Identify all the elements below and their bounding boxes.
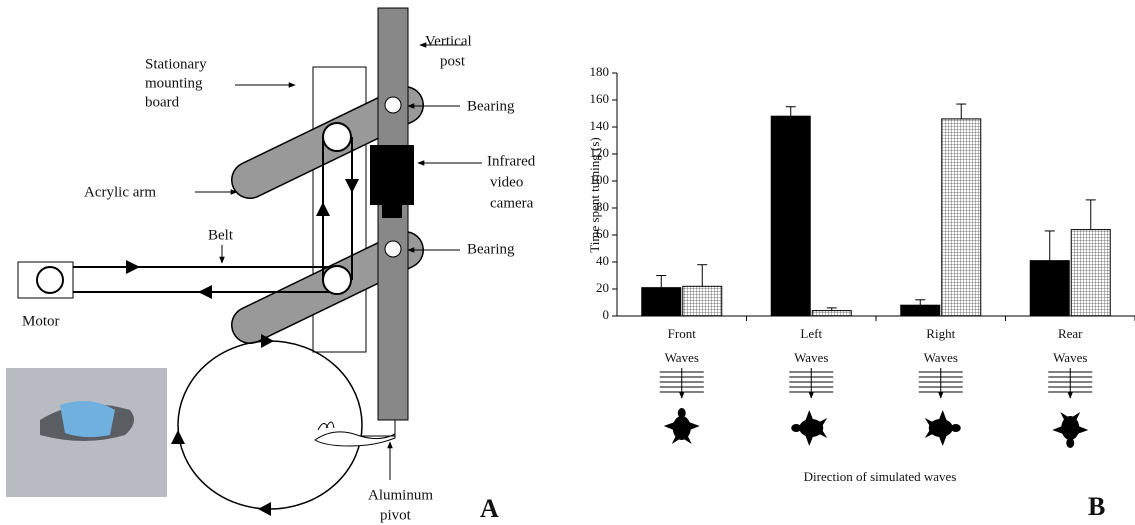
camera — [370, 145, 414, 205]
label: mounting — [145, 75, 203, 91]
pulley — [323, 266, 351, 294]
label: pivot — [380, 507, 412, 523]
x-tick-label: Front — [668, 326, 697, 341]
turtle-part — [1066, 438, 1074, 448]
bar — [901, 305, 940, 316]
y-tick-label: 40 — [596, 253, 609, 268]
y-tick-label: 160 — [590, 91, 610, 106]
y-tick-label: 80 — [596, 199, 609, 214]
label: Infrared — [487, 153, 536, 169]
turtle-icon — [1052, 412, 1088, 448]
x-tick-label: Left — [800, 326, 822, 341]
turtle-icon — [925, 410, 961, 446]
bar — [812, 311, 851, 316]
turtle-part — [799, 419, 823, 437]
turtle-part — [929, 419, 953, 437]
motor-pulley — [37, 267, 63, 293]
bar — [1030, 261, 1069, 316]
turtle-part — [1061, 416, 1079, 440]
x-axis-label: Direction of simulated waves — [804, 469, 957, 484]
turtle-part — [673, 416, 691, 440]
label: video — [490, 174, 523, 190]
x-tick-label: Rear — [1058, 326, 1083, 341]
bar — [942, 119, 981, 316]
label: Aluminum — [368, 487, 433, 503]
photo-harness — [60, 401, 115, 437]
turtle-icon — [791, 410, 827, 446]
figure: Vertical post Stationary mounting board … — [0, 0, 1135, 525]
turtle-part — [791, 424, 801, 432]
y-tick-label: 120 — [590, 145, 610, 160]
label: post — [440, 53, 466, 69]
label: camera — [490, 195, 534, 211]
panel-label: A — [480, 494, 499, 523]
bar — [1071, 230, 1110, 316]
label: Vertical — [425, 33, 472, 49]
camera-lens — [382, 205, 402, 218]
annotation: Waves — [794, 350, 828, 365]
bearing — [385, 241, 401, 257]
y-tick-label: 180 — [590, 64, 610, 79]
y-tick-label: 140 — [590, 118, 610, 133]
y-tick-label: 0 — [603, 307, 610, 322]
y-tick-label: 100 — [590, 172, 610, 187]
bar — [642, 288, 681, 316]
annotation: Waves — [924, 350, 958, 365]
label: Stationary — [145, 56, 207, 72]
bar — [771, 116, 810, 316]
label: Acrylic arm — [84, 184, 156, 200]
bar — [683, 286, 722, 316]
pivot-rod — [360, 420, 395, 436]
turtle-sketch — [315, 422, 395, 446]
y-tick-label: 60 — [596, 226, 609, 241]
turtle-part — [678, 408, 686, 418]
turtle-part — [951, 424, 961, 432]
label: Motor — [22, 313, 60, 329]
annotation: Waves — [1053, 350, 1087, 365]
label: Bearing — [467, 98, 515, 114]
track — [178, 341, 362, 509]
turtle-icon — [664, 408, 700, 444]
y-tick-label: 20 — [596, 280, 609, 295]
label: board — [145, 94, 180, 110]
label: Bearing — [467, 241, 515, 257]
pulley — [323, 123, 351, 151]
track-arrows — [171, 334, 274, 516]
diagram: Vertical post Stationary mounting board … — [6, 8, 536, 523]
label: Belt — [208, 227, 234, 243]
bearing — [385, 97, 401, 113]
annotation: Waves — [665, 350, 699, 365]
panel-label: B — [1088, 492, 1105, 521]
x-tick-label: Right — [926, 326, 955, 341]
bar-chart: 0 20 40 60 80 100 120 140 160 180 Front Waves Left Wa… — [590, 64, 1135, 448]
